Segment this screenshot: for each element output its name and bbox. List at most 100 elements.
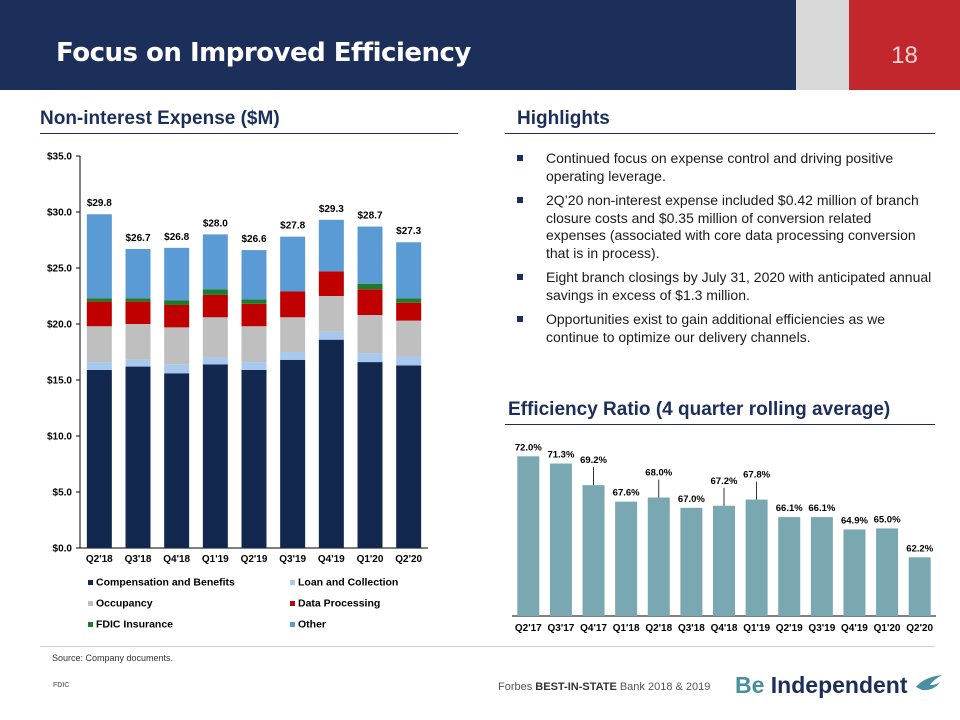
forbes-award-text: Forbes BEST-IN-STATE Bank 2018 & 2019	[498, 681, 710, 693]
bar-total-label: $26.6	[241, 234, 266, 245]
forbes-prefix: Forbes	[498, 681, 536, 693]
x-tick-label: Q1'19	[743, 623, 770, 634]
y-tick-label: $15.0	[47, 376, 72, 387]
legend-swatch	[88, 601, 93, 606]
highlights-underline	[505, 133, 935, 134]
efficiency-bar	[843, 529, 866, 616]
y-tick-label: $5.0	[53, 488, 73, 499]
bar-segment	[241, 326, 267, 363]
bar-segment	[396, 356, 422, 366]
bird-logo-icon	[915, 675, 942, 691]
efficiency-bar	[647, 497, 670, 616]
data-label: 72.0%	[515, 442, 542, 453]
bar-segment	[357, 362, 383, 548]
legend-swatch	[88, 622, 93, 627]
expense-section-title: Non-interest Expense ($M)	[40, 108, 280, 129]
bar-segment	[202, 294, 228, 318]
bullet-square-icon	[517, 316, 523, 322]
bar-segment	[396, 320, 422, 357]
forbes-bold: BEST-IN-STATE	[535, 681, 617, 693]
efficiency-bar	[549, 463, 572, 616]
legend-label: Data Processing	[298, 598, 380, 610]
x-tick-label: Q4'19	[318, 554, 345, 565]
x-tick-label: Q4'19	[841, 623, 868, 634]
bar-segment	[280, 236, 306, 292]
bar-segment	[396, 302, 422, 321]
fdic-logo: FDIC	[53, 682, 70, 689]
x-tick-label: Q2'18	[645, 623, 672, 634]
legend-swatch	[290, 601, 295, 606]
legend-label: FDIC Insurance	[96, 619, 173, 631]
bar-segment	[86, 362, 112, 370]
x-tick-label: Q2'17	[515, 623, 542, 634]
legend-swatch	[88, 580, 93, 585]
bar-segment	[396, 298, 422, 303]
y-tick-label: $30.0	[47, 208, 72, 219]
x-tick-label: Q3'17	[548, 623, 575, 634]
data-label: 71.3%	[547, 450, 574, 461]
bar-segment	[318, 271, 344, 296]
efficiency-bar	[680, 507, 703, 616]
efficiency-bar	[876, 528, 899, 616]
legend-label: Other	[298, 619, 326, 631]
bar-segment	[396, 242, 422, 299]
bar-segment	[164, 373, 190, 548]
x-tick-label: Q2'19	[776, 623, 803, 634]
efficiency-bar	[908, 557, 931, 616]
highlight-text: Continued focus on expense control and d…	[546, 150, 894, 184]
data-label: 62.2%	[906, 543, 933, 554]
y-tick-label: $0.0	[53, 544, 73, 555]
bar-segment	[86, 214, 112, 299]
data-label: 67.6%	[613, 488, 640, 499]
bar-segment	[241, 299, 267, 304]
x-tick-label: Q1'20	[874, 623, 901, 634]
highlight-item: 2Q’20 non-interest expense included $0.4…	[515, 192, 935, 262]
efficiency-bar	[615, 501, 638, 616]
bar-total-label: $26.8	[164, 232, 189, 243]
highlight-text: 2Q’20 non-interest expense included $0.4…	[546, 192, 919, 261]
efficiency-bar	[810, 517, 833, 616]
bar-segment	[280, 317, 306, 352]
data-label: 66.1%	[808, 503, 835, 514]
bar-segment	[125, 301, 151, 324]
x-tick-label: Q4'18	[711, 623, 738, 634]
bar-segment	[241, 303, 267, 327]
page-title: Focus on Improved Efficiency	[56, 38, 471, 68]
data-label: 69.2%	[580, 455, 607, 466]
bar-total-label: $29.3	[319, 204, 344, 215]
bar-segment	[164, 247, 190, 301]
header-gray-block	[796, 0, 849, 90]
bar-segment	[202, 234, 228, 290]
x-tick-label: Q2'20	[395, 554, 422, 565]
x-tick-label: Q2'20	[906, 623, 933, 634]
x-tick-label: Q4'18	[163, 554, 190, 565]
data-label: 67.8%	[743, 470, 770, 481]
expense-stacked-bar-chart: $0.0 $5.0 $10.0 $15.0 $20.0 $25.0 $30.0 $35.0 $2…	[47, 152, 428, 631]
bar-segment	[125, 359, 151, 367]
x-tick-label: Q1'18	[613, 623, 640, 634]
x-tick-label: Q3'19	[279, 554, 306, 565]
efficiency-section-title: Efficiency Ratio (4 quarter rolling aver…	[508, 399, 891, 420]
expense-title-underline	[40, 133, 458, 134]
highlights-title: Highlights	[517, 108, 610, 129]
bar-segment	[125, 298, 151, 302]
bar-segment	[318, 219, 344, 272]
efficiency-title-underline	[505, 424, 935, 425]
data-label: 65.0%	[874, 514, 901, 525]
bar-segment	[86, 369, 112, 548]
x-tick-label: Q3'18	[125, 554, 152, 565]
data-label: 66.1%	[776, 503, 803, 514]
highlights-list: Continued focus on expense control and d…	[515, 150, 935, 353]
bar-total-label: $29.8	[87, 198, 112, 209]
legend-swatch	[290, 622, 295, 627]
efficiency-bar	[713, 505, 735, 616]
bar-total-label: $28.0	[203, 218, 228, 229]
highlight-item: Eight branch closings by July 31, 2020 w…	[515, 269, 935, 304]
bar-segment	[202, 364, 228, 548]
y-tick-label: $25.0	[47, 264, 72, 275]
bar-segment	[318, 331, 344, 340]
bar-segment	[164, 364, 190, 374]
efficiency-ratio-bar-chart: Q2'17 72.0% Q3'17 71.3% Q4'17 69.2% Q1'18 67.6%…	[512, 442, 936, 634]
efficiency-bar	[582, 485, 605, 616]
bar-segment	[280, 352, 306, 360]
